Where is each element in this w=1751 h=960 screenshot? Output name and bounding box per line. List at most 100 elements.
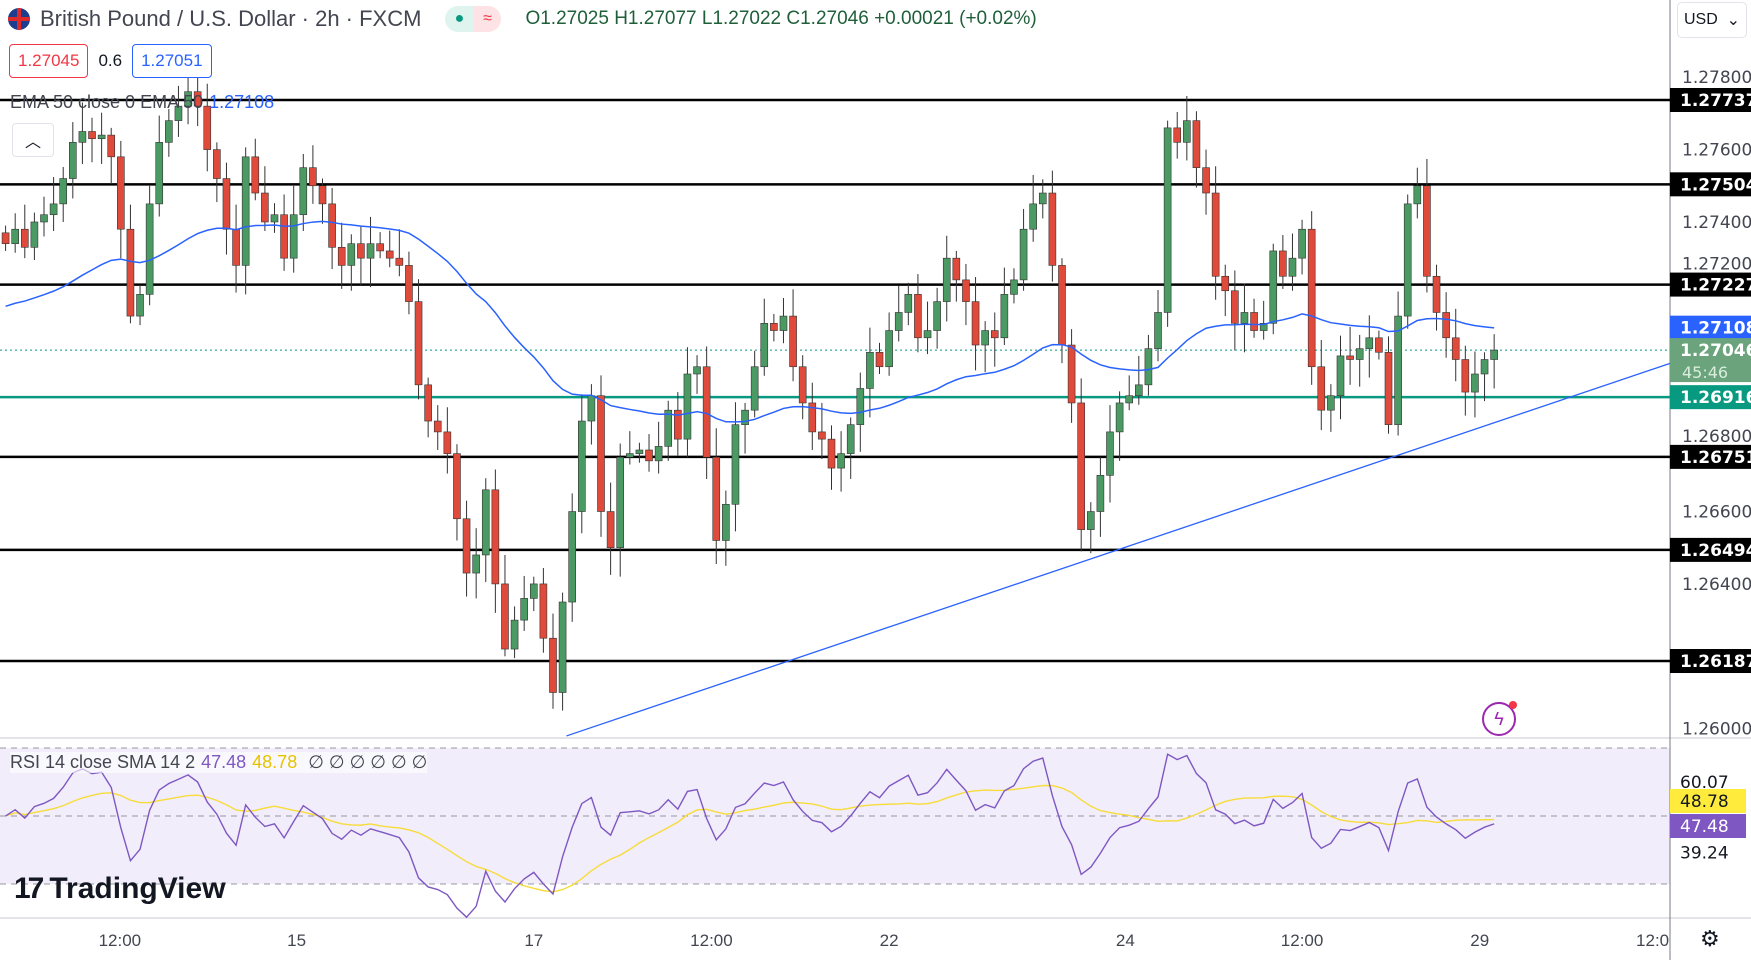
candle-up <box>1490 349 1498 360</box>
candle-down <box>674 409 682 440</box>
candle-up <box>1125 395 1134 404</box>
candle-down <box>88 131 96 140</box>
candle-up <box>683 373 692 440</box>
settings-icon[interactable]: ⚙ <box>1700 926 1720 951</box>
rsi-legend[interactable]: RSI 14 close SMA 14 2 47.48 48.78 ∅ ∅ ∅ ∅ … <box>10 752 428 773</box>
candle-up <box>981 330 989 346</box>
brand-text: TradingView <box>49 872 226 905</box>
candle-down <box>126 228 135 317</box>
ema-legend[interactable]: EMA 50 close 0 EMA 50 1.27108 <box>10 92 274 113</box>
candle-up <box>1135 384 1143 397</box>
ema-legend-label: EMA 50 close 0 EMA 50 <box>10 92 204 112</box>
rsi-axis-value: 47.48 <box>1680 817 1729 837</box>
candle-down <box>491 489 500 585</box>
candle-up <box>145 203 154 295</box>
candle-down <box>318 185 327 205</box>
candle-up <box>1154 312 1162 349</box>
tradingview-logo[interactable]: 17 TradingView <box>14 872 226 906</box>
price-tick: 1.26600 <box>1682 503 1751 523</box>
candle-down <box>702 366 711 458</box>
candle-down <box>232 228 240 266</box>
candle-down <box>433 420 442 433</box>
candle-down <box>770 323 778 331</box>
candle-down <box>1451 337 1460 360</box>
candle-up <box>654 446 663 462</box>
candle-down <box>414 301 423 386</box>
candle-up <box>856 388 865 425</box>
collapse-legend-button[interactable]: ︿ <box>12 123 54 157</box>
time-label: 29 <box>1470 931 1489 950</box>
candle-down <box>1173 127 1182 143</box>
time-label: 24 <box>1116 931 1135 950</box>
support-price-label: 1.26916 <box>1680 388 1751 408</box>
candle-down <box>808 402 817 433</box>
candle-up <box>664 409 673 447</box>
candle-down <box>376 243 384 252</box>
candle-up <box>635 449 644 454</box>
candle-up <box>289 214 298 259</box>
candle-down <box>385 250 394 259</box>
candle-up <box>885 330 893 368</box>
candle-down <box>952 257 961 281</box>
candle-up <box>1029 203 1037 230</box>
rsi-sma-legend-value: 48.78 <box>252 752 298 772</box>
rsi-legend-value: 47.48 <box>201 752 247 772</box>
candle-down <box>280 214 288 259</box>
buy-price-button[interactable]: 1.27051 <box>132 44 212 78</box>
ema-50-line <box>5 220 1495 423</box>
candle-up <box>693 366 701 375</box>
candle-down <box>1077 402 1085 530</box>
candle-up <box>1355 348 1364 360</box>
candle-up <box>750 366 759 411</box>
candle-down <box>20 228 29 248</box>
candle-up <box>30 221 39 248</box>
candle-down <box>914 294 922 339</box>
candle-up <box>568 511 576 603</box>
candle-down <box>328 203 336 248</box>
currency-select[interactable]: USD ⌄ <box>1677 2 1747 38</box>
candle-up <box>472 554 480 574</box>
symbol-title[interactable]: British Pound / U.S. Dollar · 2h · FXCM <box>40 6 422 31</box>
candle-up <box>155 142 164 205</box>
candle-down <box>1211 192 1220 277</box>
candle-down <box>1346 355 1354 360</box>
candle-down <box>405 265 413 302</box>
sell-price-button[interactable]: 1.27045 <box>9 44 89 78</box>
lightning-icon[interactable]: ϟ <box>1482 701 1517 736</box>
candle-up <box>933 301 941 331</box>
time-label: 12:00 <box>690 931 733 950</box>
candle-up <box>837 453 845 469</box>
last-price-label: 1.27046 <box>1680 341 1751 361</box>
candle-down <box>962 279 970 302</box>
candle-up <box>942 257 951 302</box>
candle-up <box>741 409 749 425</box>
candle-up <box>1144 348 1153 386</box>
candle-down <box>1202 167 1210 194</box>
level-price-label-bg <box>1670 537 1751 562</box>
candle-up <box>923 330 932 339</box>
rsi-empty-values: ∅ ∅ ∅ ∅ ∅ ∅ <box>308 752 428 772</box>
symbol-header: British Pound / U.S. Dollar · 2h · FXCM … <box>8 6 1037 32</box>
candle-down <box>827 438 836 469</box>
candle-up <box>1086 511 1095 530</box>
candle-up <box>520 598 528 621</box>
candle-down <box>789 315 797 368</box>
level-price-label: 1.27227 <box>1680 276 1751 296</box>
level-price-label-bg <box>1670 172 1751 197</box>
candle-up <box>97 134 106 140</box>
price-tick: 1.26400 <box>1682 575 1751 595</box>
candle-down <box>990 330 999 339</box>
candle-up <box>1288 257 1297 277</box>
tradingview-mark-icon: 17 <box>14 872 44 905</box>
market-status[interactable]: ● ≈ <box>445 6 502 32</box>
level-price-label-bg <box>1670 649 1751 674</box>
candle-up <box>59 178 68 205</box>
candle-up <box>846 424 855 454</box>
candle-down <box>1384 351 1393 425</box>
candle-down <box>453 453 461 520</box>
trendline <box>566 362 1672 737</box>
price-tick: 1.27800 <box>1682 68 1751 88</box>
last-price-label-bg <box>1670 338 1751 383</box>
candle-down <box>971 301 980 346</box>
